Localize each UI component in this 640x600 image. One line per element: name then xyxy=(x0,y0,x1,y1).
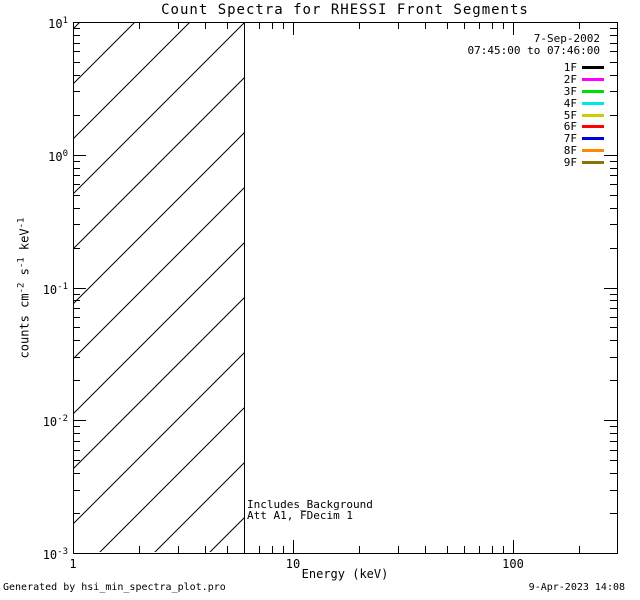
legend-color-line xyxy=(582,160,604,164)
legend-date: 7-Sep-2002 xyxy=(533,32,600,45)
legend-entry: 8F xyxy=(564,145,604,157)
x-tick-label: 10 xyxy=(285,557,301,571)
legend-entry: 9F xyxy=(564,156,604,168)
footer-timestamp: 9-Apr-2023 14:08 xyxy=(528,582,625,593)
x-tick-label: 100 xyxy=(502,557,524,571)
y-tick-label: 10-3 xyxy=(42,547,68,562)
legend-entry: 3F xyxy=(564,86,604,98)
legend: 1F 2F 3F 4F 5F 6F 7F 8F 9F xyxy=(564,62,604,168)
legend-entry-label: 1F xyxy=(563,61,577,75)
legend-color-line xyxy=(582,78,604,82)
x-axis-title: Energy (keV) xyxy=(301,567,389,581)
footer-generator: Generated by hsi_min_spectra_plot.pro xyxy=(3,582,226,593)
y-tick-label: 100 xyxy=(48,148,68,164)
x-tick-label: 1 xyxy=(69,557,77,571)
legend-color-line xyxy=(582,113,604,117)
y-tick-label: 101 xyxy=(48,16,68,31)
legend-color-line xyxy=(582,125,604,129)
legend-entry: 6F xyxy=(564,121,604,133)
legend-color-line xyxy=(582,137,604,141)
legend-entry-label: 3F xyxy=(563,84,577,98)
legend-entry-label: 5F xyxy=(563,108,577,122)
legend-entry-label: 8F xyxy=(563,143,577,157)
legend-entry-label: 4F xyxy=(563,96,577,110)
legend-entry-label: 6F xyxy=(563,120,577,134)
legend-entry-label: 7F xyxy=(563,132,577,146)
annotation-background: Includes_Background xyxy=(247,498,373,511)
plot-annotations: Includes_Background Att A1, FDecim 1 xyxy=(247,499,373,521)
legend-entry: 7F xyxy=(564,133,604,145)
legend-color-line xyxy=(582,148,604,152)
legend-entry-label: 9F xyxy=(563,155,577,169)
legend-header: 7-Sep-2002 07:45:00 to 07:46:00 xyxy=(468,33,600,57)
chart-title: Count Spectra for RHESSI Front Segments xyxy=(161,2,529,18)
legend-color-line xyxy=(582,66,604,70)
legend-color-line xyxy=(582,101,604,105)
legend-entry-label: 2F xyxy=(563,73,577,87)
legend-entry: 2F xyxy=(564,74,604,86)
y-tick-label: 10-1 xyxy=(42,281,68,297)
annotation-attenuator: Att A1, FDecim 1 xyxy=(247,509,353,522)
legend-time-range: 07:45:00 to 07:46:00 xyxy=(467,44,600,57)
y-axis-title: counts cm-2 s-1 keV-1 xyxy=(16,217,32,359)
y-tick-label: 10-2 xyxy=(42,414,68,430)
legend-color-line xyxy=(582,89,604,93)
legend-entry: 5F xyxy=(564,109,604,121)
hatched-region xyxy=(74,23,245,552)
legend-entry: 1F xyxy=(564,62,604,74)
legend-entry: 4F xyxy=(564,97,604,109)
axis-ticks xyxy=(73,22,617,554)
